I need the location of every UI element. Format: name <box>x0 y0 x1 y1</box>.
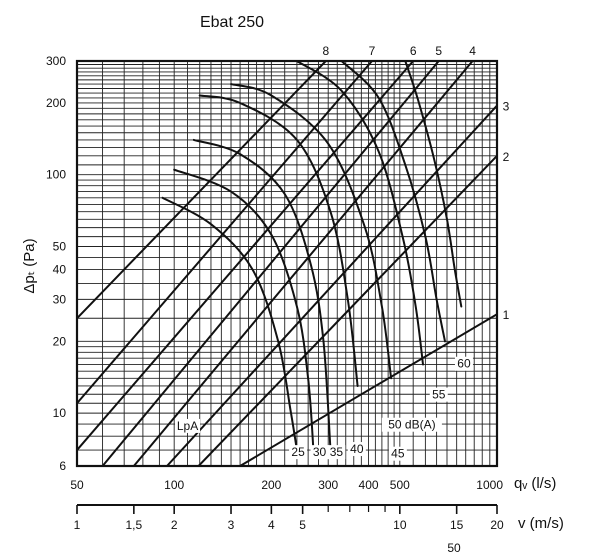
speed-line-2 <box>197 154 497 466</box>
fan-speed-lines <box>77 61 497 466</box>
y-tick-label-10: 10 <box>53 406 67 420</box>
curve-label-45: 45 <box>391 447 405 461</box>
curve-label-bg-35 <box>327 445 346 460</box>
speed-line-1 <box>239 313 497 466</box>
v-tick-label-15: 15 <box>450 518 464 532</box>
y-tick-label-100: 100 <box>46 168 66 182</box>
curve-label-bg-LpA <box>175 418 201 433</box>
sound-curve-40 <box>198 94 359 387</box>
curve-label-bg-25 <box>289 445 308 460</box>
curve-label-bg-30 <box>310 445 329 460</box>
x-tick-label-400: 400 <box>359 478 379 492</box>
speed-line-7 <box>77 61 373 405</box>
v-axis-extra-label: 50 <box>447 541 461 555</box>
sound-curve-50 <box>295 61 424 366</box>
y-tick-label-20: 20 <box>53 334 67 348</box>
speed-line-5 <box>101 61 440 466</box>
y-tick-label-200: 200 <box>46 96 66 110</box>
curve-label-bg-50 <box>381 417 442 432</box>
v-tick-label-1-5: 1,5 <box>126 518 143 532</box>
v-tick-label-10: 10 <box>393 518 407 532</box>
sound-level-curves <box>161 61 463 451</box>
speed-line-label-4: 4 <box>469 44 476 58</box>
speed-line-label-3: 3 <box>503 100 510 114</box>
axis-ticks: 6 10 20 30 40 50 100 200 300 50 100 200 300 400 500 100… <box>46 54 504 532</box>
y-tick-label-40: 40 <box>53 263 67 277</box>
x-tick-label-200: 200 <box>261 478 281 492</box>
v-tick-label-3: 3 <box>228 518 235 532</box>
speed-line-label-5: 5 <box>435 44 442 58</box>
speed-line-label-2: 2 <box>503 150 510 164</box>
speed-line-6 <box>77 61 415 452</box>
v-tick-label-1: 1 <box>74 518 81 532</box>
curve-label-50: 50 dB(A) <box>388 418 435 432</box>
v-axis-title: v (m/s) <box>518 515 564 532</box>
curve-label-30: 30 <box>313 445 327 459</box>
speed-line-label-6: 6 <box>410 44 417 58</box>
v-tick-label-5: 5 <box>299 518 306 532</box>
curve-label-bg-40 <box>347 442 366 457</box>
curve-label-60: 60 <box>457 357 471 371</box>
curve-label-bg-60 <box>454 356 473 371</box>
x-tick-label-1000: 1000 <box>476 478 503 492</box>
x-tick-label-50: 50 <box>70 478 84 492</box>
curve-label-35: 35 <box>330 445 344 459</box>
curve-label-LpA: LpA <box>177 419 198 433</box>
sound-curve-35 <box>192 138 332 451</box>
y-tick-label-30: 30 <box>53 292 67 306</box>
speed-line-label-1: 1 <box>503 308 510 322</box>
x-tick-label-300: 300 <box>318 478 338 492</box>
speed-line-label-7: 7 <box>369 44 376 58</box>
curve-label-40: 40 <box>350 442 364 456</box>
sound-curve-45 <box>230 83 393 380</box>
sound-curve-30 <box>173 168 315 451</box>
v-tick-label-20: 20 <box>490 518 504 532</box>
curve-label-55: 55 <box>432 388 446 402</box>
speed-line-3 <box>165 104 497 466</box>
v-tick-label-4: 4 <box>268 518 275 532</box>
speed-line-4 <box>132 61 474 466</box>
sound-curve-55 <box>340 61 446 343</box>
plot-frame <box>75 59 499 468</box>
curve-label-bg-55 <box>429 387 448 402</box>
y-tick-label-300: 300 <box>46 54 66 68</box>
x-tick-label-500: 500 <box>390 478 410 492</box>
y-tick-label-50: 50 <box>53 239 67 253</box>
y-axis-title: Δpₜ (Pa) <box>21 238 38 293</box>
v-tick-label-2: 2 <box>171 518 178 532</box>
y-tick-label-6: 6 <box>59 459 66 473</box>
grid <box>77 61 497 466</box>
curve-label-25: 25 <box>291 445 305 459</box>
chart-title: Ebat 250 <box>200 14 264 31</box>
sound-curve-25 <box>161 196 298 451</box>
sound-curve-60 <box>404 61 463 308</box>
x-tick-label-100: 100 <box>164 478 184 492</box>
x-axis-title: qᵥ (l/s) <box>514 475 556 492</box>
speed-line-label-8: 8 <box>323 44 330 58</box>
curve-label-bg-45 <box>388 446 407 461</box>
